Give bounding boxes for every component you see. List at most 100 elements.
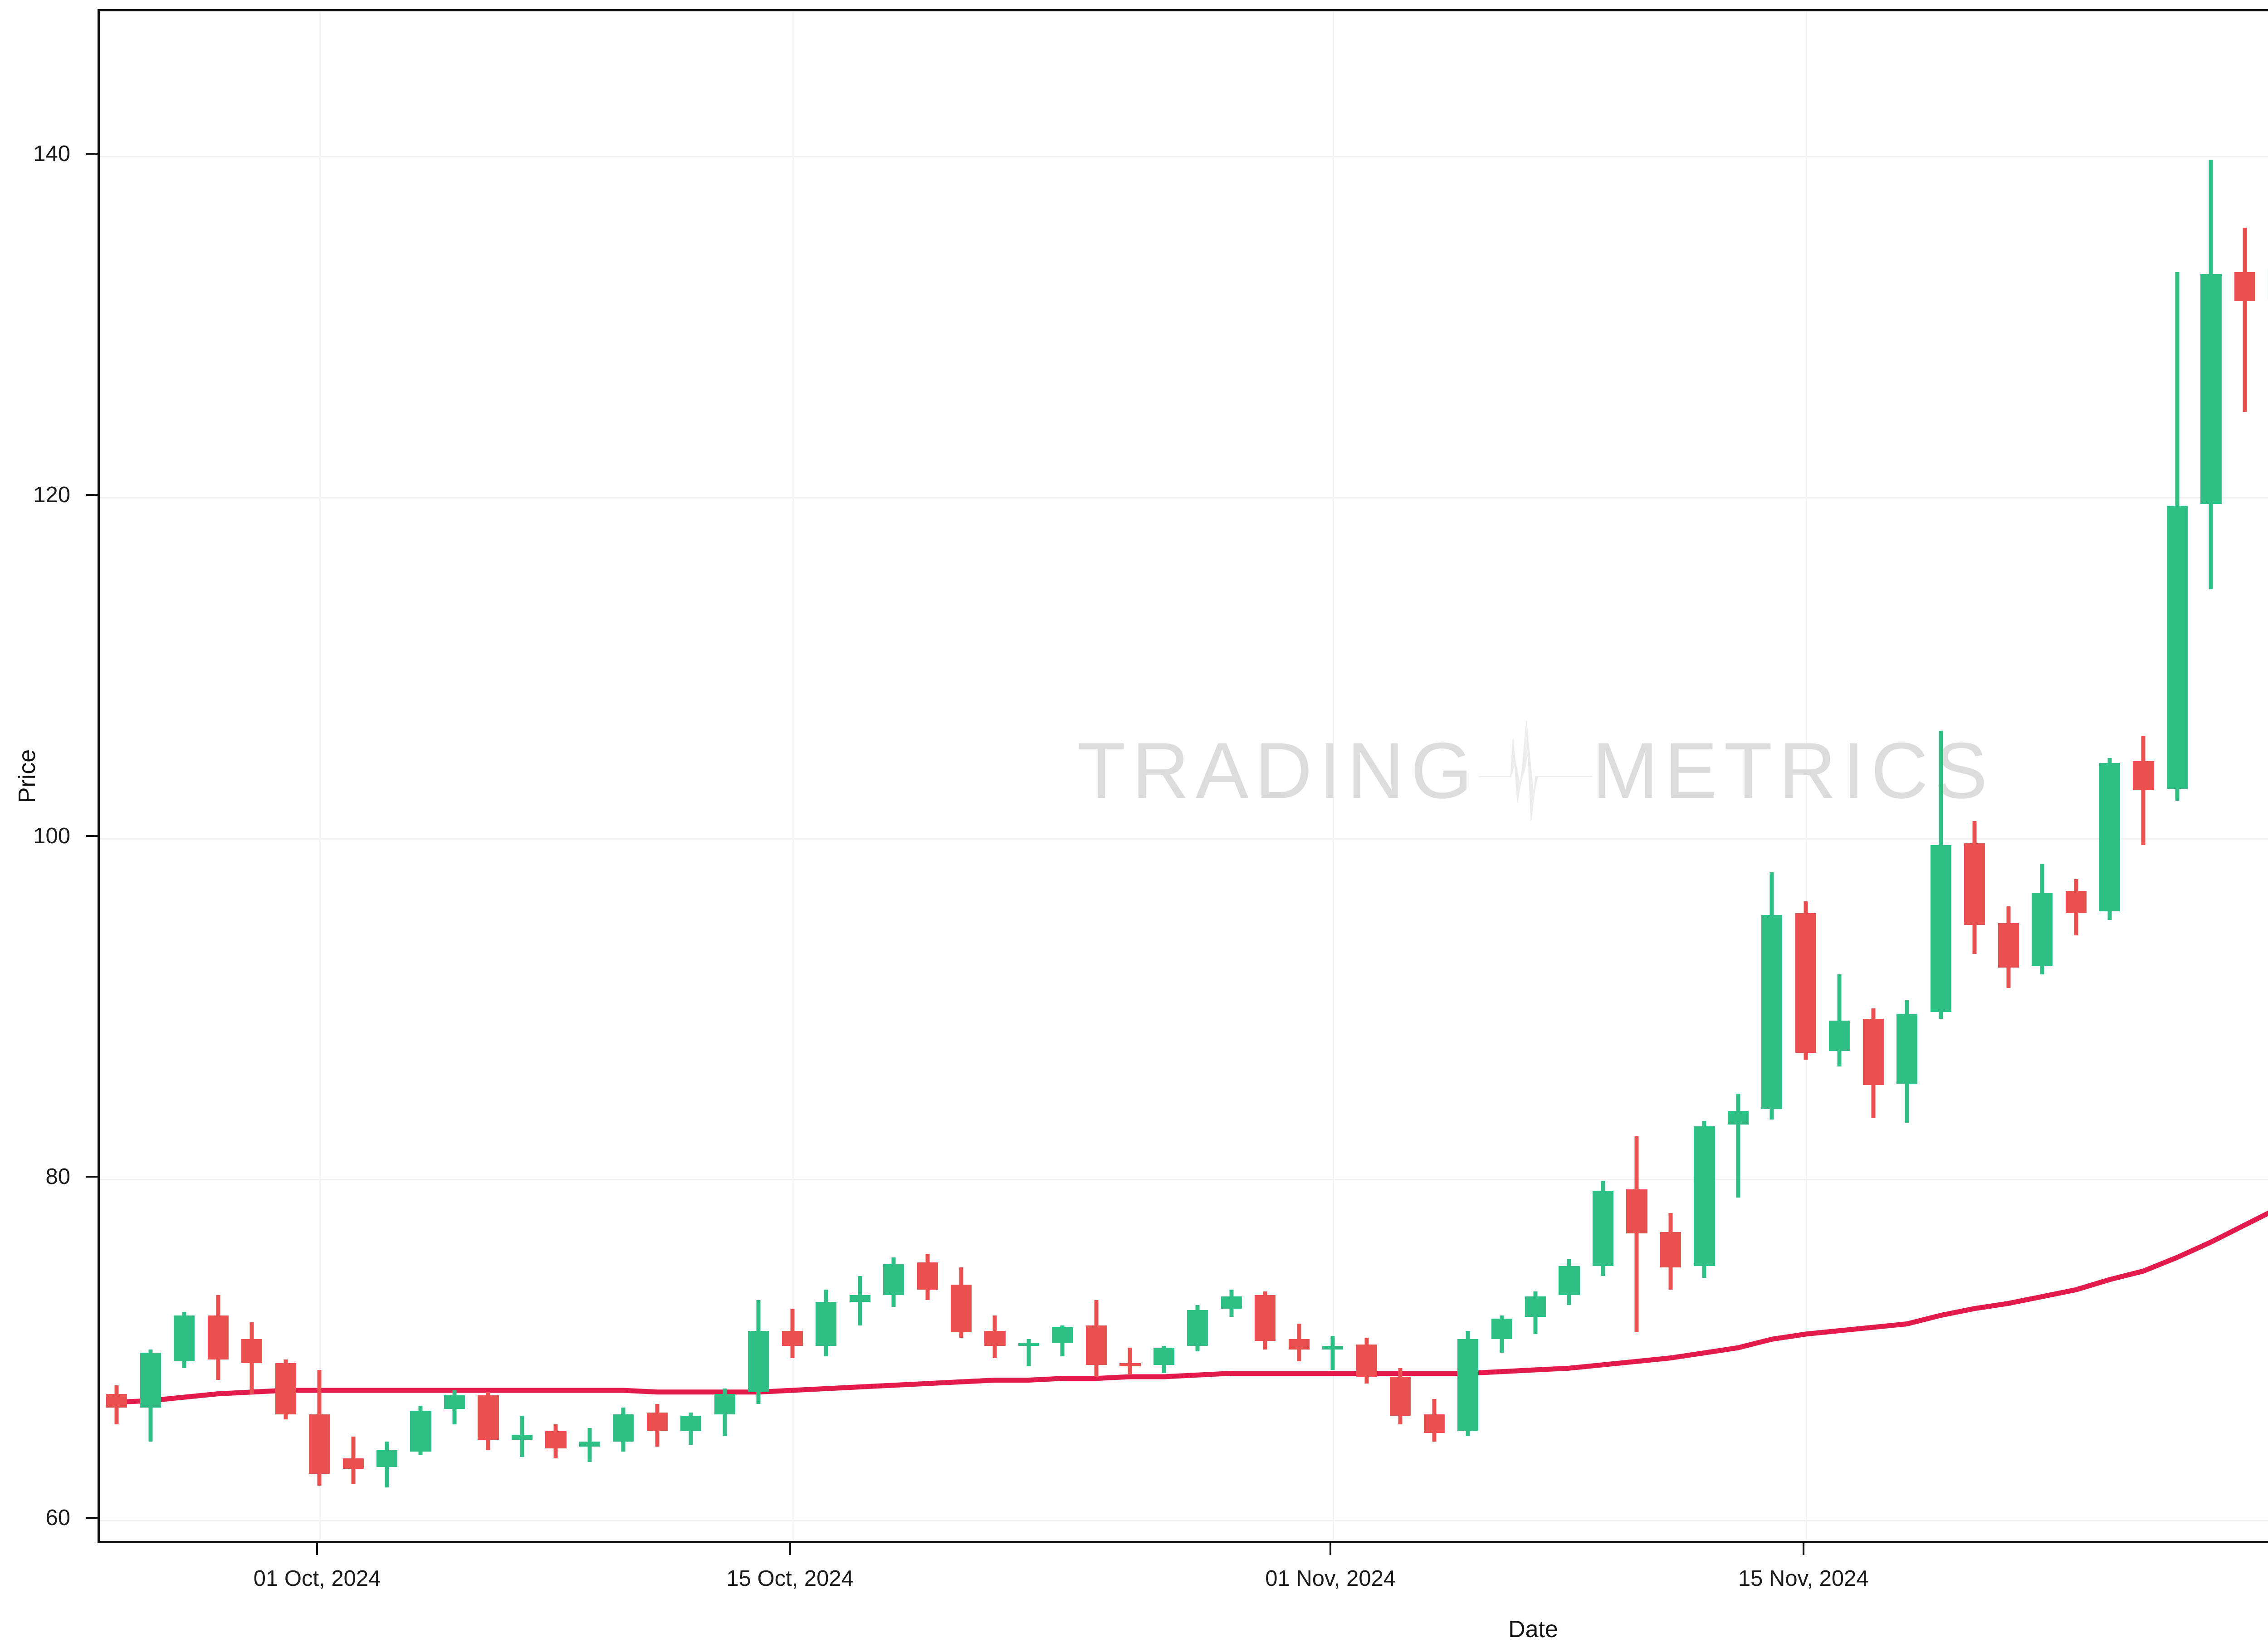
candle-body	[1559, 1266, 1580, 1295]
candlestick-layer	[100, 11, 2268, 1541]
candle-body	[2166, 505, 2188, 789]
x-tick-mark-3	[1802, 1543, 1804, 1555]
gridline-horizontal-4	[100, 156, 2268, 158]
candle-body	[1626, 1189, 1647, 1234]
candle-body	[1153, 1348, 1174, 1365]
candle-body	[308, 1414, 330, 1474]
candle-body	[984, 1330, 1006, 1346]
candle-body	[376, 1450, 398, 1467]
candle-body	[1052, 1327, 1073, 1343]
x-tick-label-2: 01 Nov, 2024	[1265, 1566, 1396, 1591]
candle-body	[1119, 1363, 1141, 1367]
candle-body	[1423, 1414, 1445, 1433]
candle-body	[1660, 1232, 1681, 1268]
x-tick-mark-2	[1330, 1543, 1332, 1555]
candle-body	[275, 1363, 296, 1414]
x-tick-mark-1	[789, 1543, 791, 1555]
candle-body	[1862, 1018, 1884, 1086]
watermark: TRADING METRICS	[1077, 714, 1994, 827]
candle-body	[883, 1264, 904, 1295]
candle-wick	[2243, 228, 2247, 412]
candle-body	[207, 1315, 229, 1360]
gridline-vertical-0	[319, 11, 321, 1541]
gridline-horizontal-0	[100, 1520, 2268, 1521]
watermark-text-left: TRADING	[1077, 726, 1479, 815]
candle-body	[1998, 923, 2019, 968]
candle-body	[579, 1441, 600, 1447]
candle-wick	[1026, 1339, 1031, 1367]
candle-wick	[1736, 1094, 1740, 1198]
x-tick-label-0: 01 Oct, 2024	[253, 1566, 381, 1591]
plot-area: TRADING METRICS	[98, 9, 2268, 1543]
candle-body	[1255, 1295, 1276, 1341]
candle-body	[1288, 1339, 1310, 1350]
candle-body	[106, 1394, 127, 1408]
candle-body	[1930, 845, 1951, 1012]
candle-body	[1964, 843, 1985, 925]
x-tick-label-3: 15 Nov, 2024	[1738, 1566, 1869, 1591]
candle-body	[1694, 1126, 1715, 1266]
candle-body	[1491, 1319, 1512, 1340]
candle-body	[478, 1395, 499, 1440]
y-tick-label-4: 140	[33, 142, 70, 166]
candle-body	[646, 1412, 668, 1432]
candle-body	[241, 1339, 263, 1363]
y-tick-mark-4	[86, 153, 98, 155]
watermark-text-right: METRICS	[1592, 726, 1994, 815]
candle-body	[1592, 1191, 1614, 1266]
candle-body	[2234, 272, 2255, 301]
candle-body	[748, 1330, 769, 1392]
candle-body	[2200, 274, 2222, 504]
candle-body	[2065, 891, 2087, 913]
candle-body	[1795, 913, 1816, 1053]
candle-body	[816, 1301, 837, 1346]
candle-body	[444, 1395, 465, 1409]
x-tick-label-1: 15 Oct, 2024	[726, 1566, 854, 1591]
y-tick-label-3: 120	[33, 482, 70, 507]
gridline-horizontal-2	[100, 838, 2268, 840]
candle-body	[140, 1353, 161, 1408]
y-axis-title: Price	[14, 749, 40, 803]
candle-body	[1829, 1020, 1850, 1051]
gridline-vertical-1	[792, 11, 794, 1541]
candle-body	[1390, 1376, 1411, 1416]
candle-body	[410, 1411, 431, 1452]
gridline-horizontal-1	[100, 1179, 2268, 1181]
ema-line-layer	[100, 11, 2268, 1541]
candle-body	[849, 1295, 870, 1302]
candle-body	[1221, 1296, 1242, 1309]
candle-body	[511, 1434, 533, 1440]
y-tick-mark-1	[86, 1176, 98, 1178]
candle-body	[174, 1315, 195, 1362]
candle-body	[1018, 1342, 1040, 1346]
candle-body	[342, 1458, 364, 1469]
ema-100-line	[114, 1210, 2268, 1405]
candle-body	[950, 1285, 972, 1333]
y-tick-mark-0	[86, 1516, 98, 1519]
candle-body	[714, 1394, 735, 1414]
pulse-logo-icon	[1479, 720, 1592, 821]
candle-body	[545, 1431, 567, 1448]
gridline-vertical-2	[1333, 11, 1334, 1541]
candle-wick	[1128, 1348, 1132, 1375]
candle-body	[1322, 1346, 1344, 1350]
candle-body	[680, 1416, 702, 1432]
candle-body	[2031, 892, 2053, 966]
y-tick-mark-3	[86, 494, 98, 496]
candle-body	[613, 1414, 634, 1442]
candle-wick	[1634, 1136, 1639, 1333]
candle-body	[782, 1330, 803, 1346]
grid-layer	[100, 11, 2268, 1541]
candle-body	[1727, 1110, 1749, 1125]
candle-body	[1761, 914, 1783, 1109]
x-tick-mark-0	[316, 1543, 318, 1555]
x-axis-title: Date	[1508, 1616, 1558, 1643]
candle-body	[917, 1262, 938, 1290]
candle-body	[1085, 1325, 1107, 1365]
candle-wick	[1330, 1335, 1335, 1370]
gridline-horizontal-3	[100, 497, 2268, 499]
gridline-vertical-3	[1805, 11, 1807, 1541]
candle-body	[1897, 1013, 1918, 1084]
y-tick-label-2: 100	[33, 823, 70, 848]
